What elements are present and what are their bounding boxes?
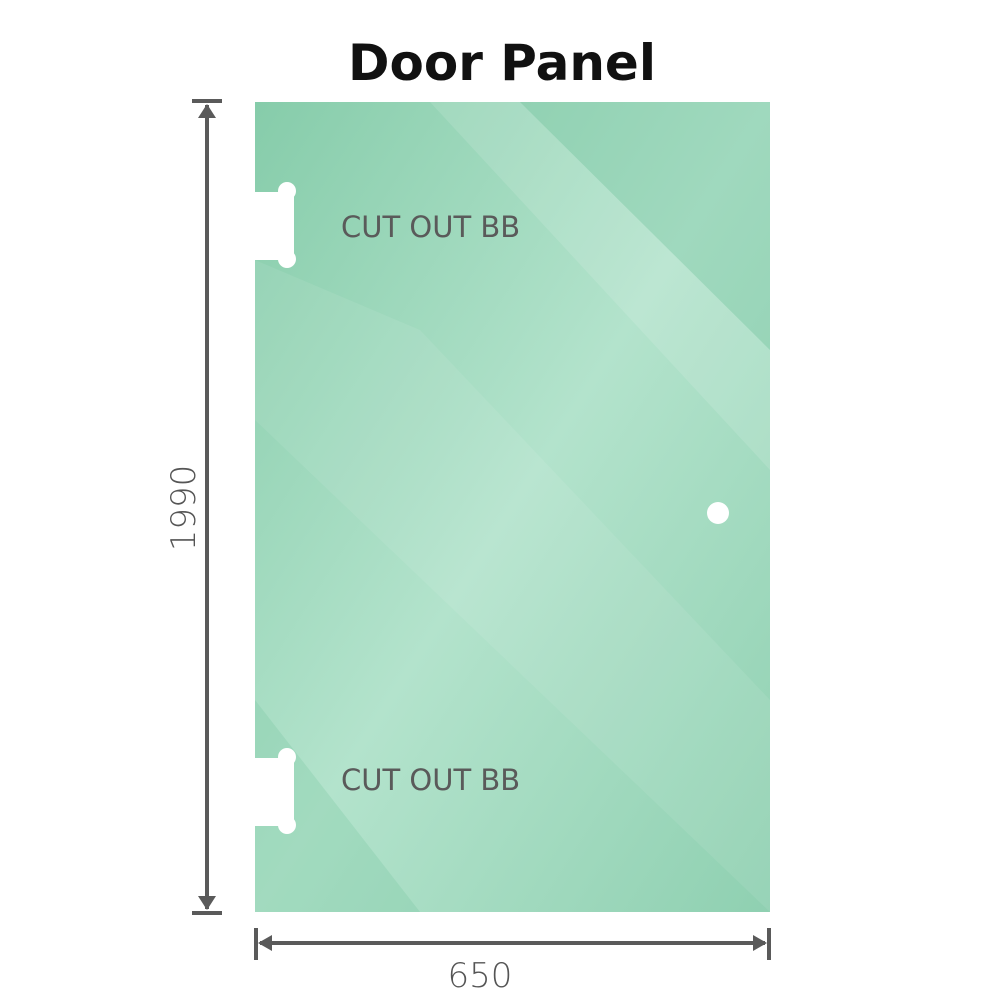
glass-panel: [255, 102, 770, 912]
height-dimension: 1990: [164, 465, 204, 552]
width-dimension-line: [254, 928, 771, 960]
cutout-label-bottom: CUT OUT BB: [341, 763, 520, 797]
handle-hole: [707, 502, 729, 524]
height-dimension-line: [192, 99, 222, 915]
width-dimension: 650: [448, 956, 513, 996]
cutout-label-top: CUT OUT BB: [341, 210, 520, 244]
page-title: Door Panel: [348, 34, 656, 92]
cutout-bottom: [250, 748, 296, 834]
cutout-top: [250, 182, 296, 268]
